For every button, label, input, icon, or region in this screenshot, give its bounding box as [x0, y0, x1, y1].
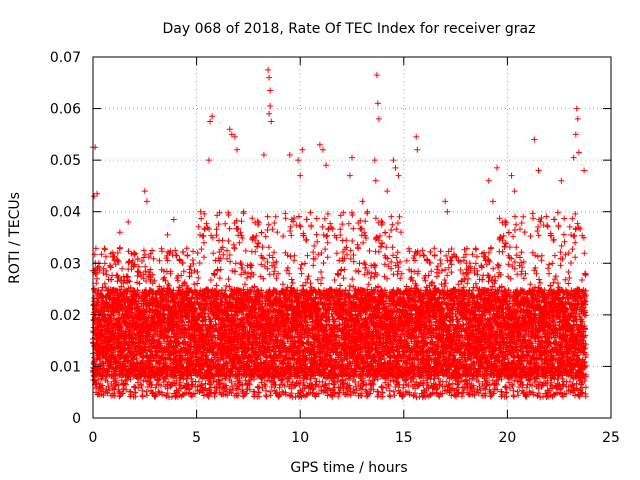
y-tick-label: 0.04: [50, 205, 81, 221]
y-tick-label: 0.03: [50, 256, 81, 272]
plot-border: [92, 56, 612, 419]
axis-ticks: 0 5 10 15 20 25 0 0.01 0.02 0.03 0.04 0.05 0.06 0.07: [50, 50, 620, 446]
y-tick-label: 0.02: [50, 308, 81, 324]
x-tick-label: 5: [192, 430, 201, 446]
x-tick-label: 20: [498, 430, 516, 446]
y-tick-label: 0.07: [50, 50, 81, 66]
x-axis-label: GPS time / hours: [290, 460, 407, 476]
x-tick-label: 25: [602, 430, 620, 446]
y-axis-label: ROTI / TECUs: [7, 192, 23, 284]
x-tick-label: 15: [395, 430, 413, 446]
y-tick-label: 0.06: [50, 102, 81, 118]
x-tick-label: 10: [291, 430, 309, 446]
y-tick-label: 0.01: [50, 359, 81, 375]
chart-title: Day 068 of 2018, Rate Of TEC Index for r…: [163, 21, 536, 37]
x-tick-label: 0: [89, 430, 98, 446]
y-tick-label: 0: [72, 411, 81, 427]
y-tick-label: 0.05: [50, 153, 81, 169]
